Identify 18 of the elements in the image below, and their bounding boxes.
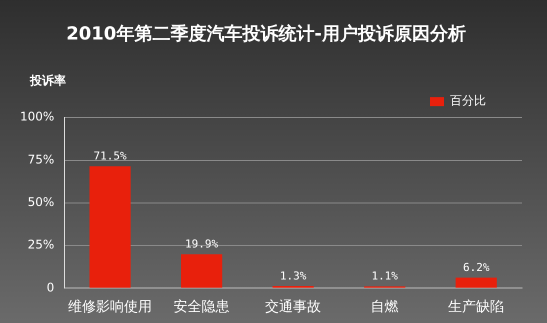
text: 19.9% — [185, 238, 218, 251]
text: 1.3% — [280, 269, 306, 282]
y-tick-label: 25% — [28, 238, 54, 252]
x-tick-label: 生产缺陷 — [448, 299, 504, 316]
x-tick-label: 自燃 — [370, 299, 399, 316]
legend-label: 百分比 — [450, 94, 486, 108]
y-tick-label: 100% — [20, 110, 54, 124]
y-tick-label: 0 — [46, 280, 54, 294]
text: 6.2% — [462, 260, 490, 274]
chart-title: 2010年第二季度汽车投诉统计-用户投诉原因分析 — [66, 23, 466, 44]
x-tick-label: 安全隐患 — [174, 299, 230, 316]
x-tick-label: 交通事故 — [265, 299, 322, 316]
x-tick-label: 维修影响使用 — [68, 299, 152, 316]
y-tick-label: 50% — [28, 195, 54, 210]
text: 71.5% — [94, 150, 127, 163]
y-axis-title: 投诉率 — [29, 74, 66, 88]
text: 1.1% — [371, 270, 398, 283]
y-tick-label: 75% — [28, 152, 54, 166]
